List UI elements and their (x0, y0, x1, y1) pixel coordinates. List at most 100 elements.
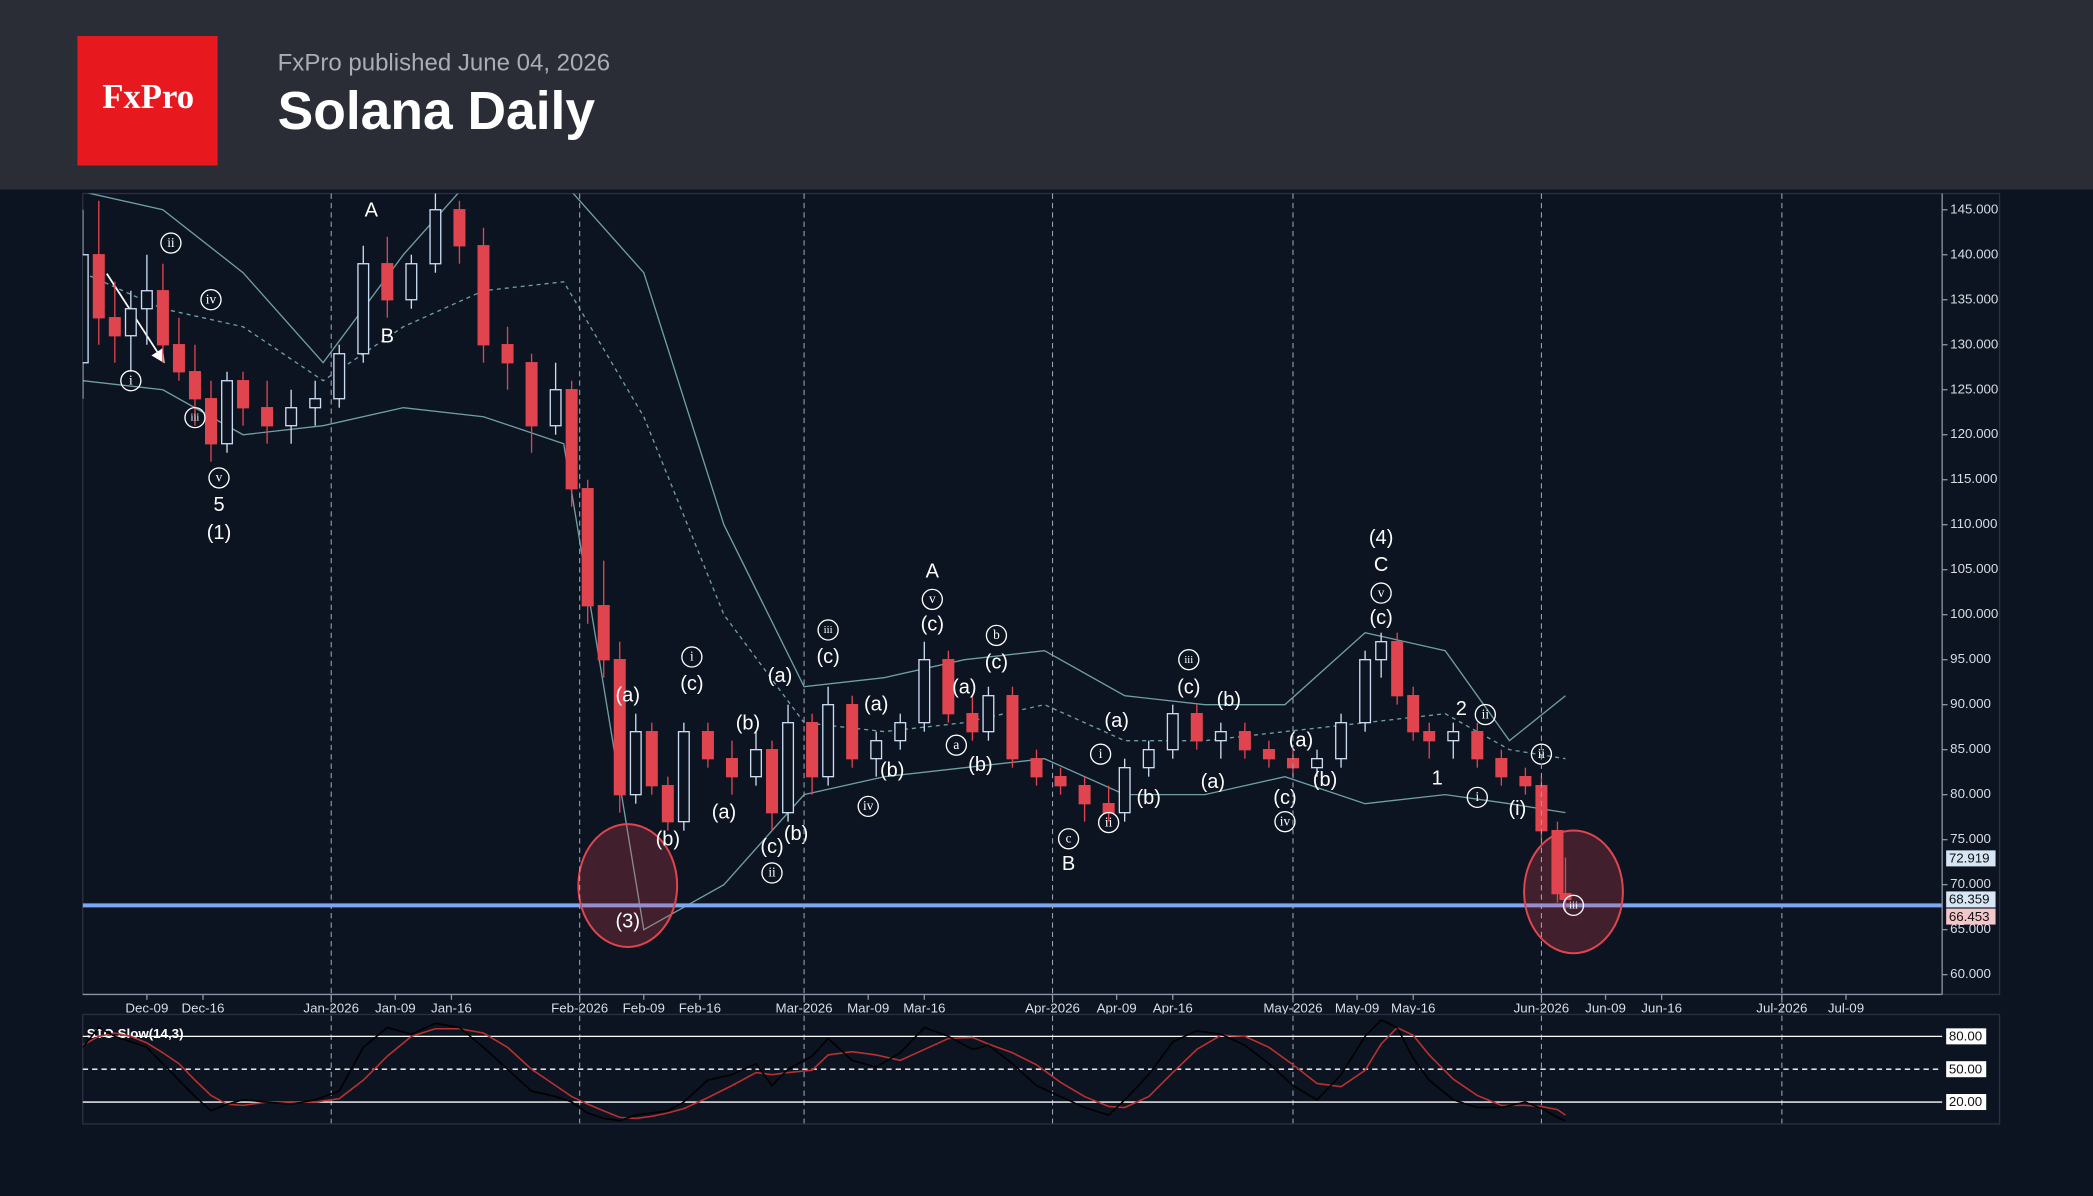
wave-label: (c) (921, 614, 944, 636)
wave-label: iv (863, 798, 874, 813)
wave-label: (c) (1369, 607, 1392, 629)
x-tick-label: Mar-16 (903, 1001, 945, 1016)
wave-label: (b) (968, 754, 992, 776)
wave-label: a (953, 737, 959, 752)
y-tick-label: 145.000 (1950, 201, 1998, 216)
candle-body (1190, 713, 1203, 742)
plot-area: iiiiiiivv5(1)AB(a)(b)(3)i(c)(a)(b)(c)ii(… (82, 193, 1943, 955)
x-tick-label: Jan-16 (431, 1001, 472, 1016)
price-label: 72.919 (1949, 851, 1990, 866)
wave-label: ii (1105, 814, 1113, 829)
wave-label: iii (1569, 899, 1578, 911)
candle-body (92, 254, 105, 319)
wave-circle (1089, 743, 1112, 765)
wave-label: i (129, 372, 133, 387)
band-upper (87, 193, 1566, 742)
wave-label: iii (824, 624, 833, 636)
wave-circle (1097, 811, 1120, 834)
x-tick-label: Dec-16 (181, 1001, 224, 1016)
wave-label: i (1099, 746, 1103, 761)
candle-body (894, 722, 907, 742)
wave-label: (c) (816, 646, 839, 668)
wave-circle (761, 862, 783, 884)
candle-body (1391, 641, 1404, 697)
wave-circle (208, 467, 230, 489)
y-tick-label: 95.000 (1950, 651, 1991, 666)
wave-circle (985, 624, 1008, 647)
y-tick-label: 130.000 (1950, 336, 1998, 351)
candle-body (501, 344, 514, 364)
candle-body (1078, 785, 1091, 805)
wave-circle (1057, 828, 1080, 850)
wave-label: B (1062, 853, 1075, 875)
candle-body (549, 389, 562, 427)
wave-label: (c) (760, 836, 783, 858)
wave-label: C (1374, 554, 1388, 576)
candle-body (477, 245, 490, 346)
y-tick-label: 135.000 (1950, 291, 1998, 306)
wave-label: A (365, 200, 379, 222)
wave-label: iv (206, 291, 217, 306)
wave-label: (b) (736, 713, 760, 735)
candle-body (1118, 767, 1131, 814)
candle-body (261, 407, 274, 427)
x-tick-label: Dec-09 (125, 1001, 168, 1016)
candle-body (982, 695, 995, 733)
wave-circle (1178, 649, 1200, 671)
wave-circle (120, 370, 142, 392)
candle-body (1359, 659, 1372, 724)
candle-body (1551, 829, 1564, 895)
page-title: Solana Daily (278, 82, 596, 141)
price-label: 66.453 (1949, 909, 1990, 924)
price-label-box (1946, 891, 1996, 908)
candle-body (870, 740, 883, 760)
candle-body (846, 704, 859, 760)
wave-label: i (690, 649, 694, 664)
band-lower (82, 380, 1566, 931)
highlight-circle (577, 823, 679, 948)
y-tick-label: 80.000 (1950, 786, 1991, 801)
wave-label: (i) (1508, 798, 1526, 820)
candle-body (966, 713, 979, 733)
candle-body (613, 659, 626, 796)
wave-label: (b) (1313, 769, 1337, 791)
x-tick-label: Jan-09 (375, 1001, 416, 1016)
wave-label: (c) (1177, 677, 1200, 699)
wave-label: (b) (1136, 787, 1160, 809)
candle-body (1311, 758, 1324, 769)
wave-label: A (926, 560, 940, 582)
candle-body (822, 704, 835, 778)
candle-body (357, 263, 370, 355)
y-tick-label: 100.000 (1950, 606, 1998, 621)
wave-circle (160, 232, 182, 254)
candle-body (124, 308, 137, 337)
candle-body (1166, 713, 1179, 751)
oscillator-panel: STO Slow(14,3) 80.00 50.00 20.00 (82, 1013, 2001, 1125)
candle-body (204, 398, 218, 445)
wave-label: iii (191, 412, 200, 424)
wave-label: v (929, 591, 936, 606)
oscillator-tick-label: 20.00 (1949, 1094, 1982, 1109)
candle-body (661, 785, 674, 823)
wave-label: c (1066, 830, 1072, 845)
oscillator-title: STO Slow(14,3) (87, 1026, 184, 1041)
wave-label: (4) (1369, 527, 1393, 549)
candle-body (701, 731, 714, 760)
wave-label: iii (1184, 654, 1193, 666)
wave-label: v (1378, 585, 1385, 600)
wave-circle (1370, 582, 1392, 604)
candle-body (1423, 731, 1436, 742)
oscillator-tick-label: 80.00 (1949, 1029, 1982, 1044)
wave-label: (c) (1273, 787, 1296, 809)
candle-body (645, 731, 658, 787)
wave-circle (857, 795, 879, 818)
wave-label: i (1475, 789, 1479, 804)
x-tick-label: Jun-09 (1585, 1001, 1626, 1016)
x-tick-label: Jul-09 (1828, 1001, 1864, 1016)
wave-circle (681, 646, 703, 668)
candle-body (1335, 722, 1348, 760)
candle-body (188, 371, 201, 400)
candle-body (381, 263, 394, 301)
